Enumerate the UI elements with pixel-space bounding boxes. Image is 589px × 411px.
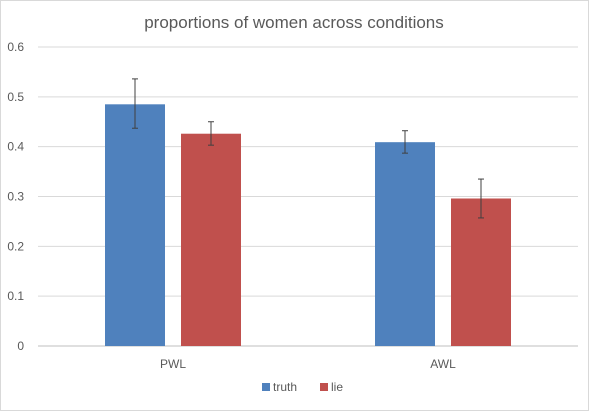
y-axis-ticks: 0 0.1 0.2 0.3 0.4 0.5 0.6 — [7, 40, 24, 353]
x-axis-ticks: PWL AWL — [160, 357, 456, 371]
y-tick-label: 0.4 — [7, 140, 24, 154]
bars — [105, 104, 511, 346]
y-tick-label: 0.1 — [7, 289, 24, 303]
x-tick-label: PWL — [160, 357, 186, 371]
legend: truth lie — [262, 380, 343, 394]
bar-lie-AWL — [451, 198, 511, 346]
bar-lie-PWL — [181, 133, 241, 346]
y-tick-label: 0 — [17, 339, 24, 353]
legend-label-lie: lie — [331, 380, 343, 394]
y-tick-label: 0.3 — [7, 190, 24, 204]
x-tick-label: AWL — [430, 357, 456, 371]
bar-truth-AWL — [375, 142, 435, 346]
y-tick-label: 0.5 — [7, 90, 24, 104]
bar-truth-PWL — [105, 104, 165, 346]
y-tick-label: 0.6 — [7, 40, 24, 54]
y-tick-label: 0.2 — [7, 239, 24, 253]
legend-swatch-lie — [320, 383, 328, 391]
legend-label-truth: truth — [273, 380, 297, 394]
chart-title: proportions of women across conditions — [144, 13, 444, 32]
error-bars — [132, 78, 484, 219]
legend-swatch-truth — [262, 383, 270, 391]
